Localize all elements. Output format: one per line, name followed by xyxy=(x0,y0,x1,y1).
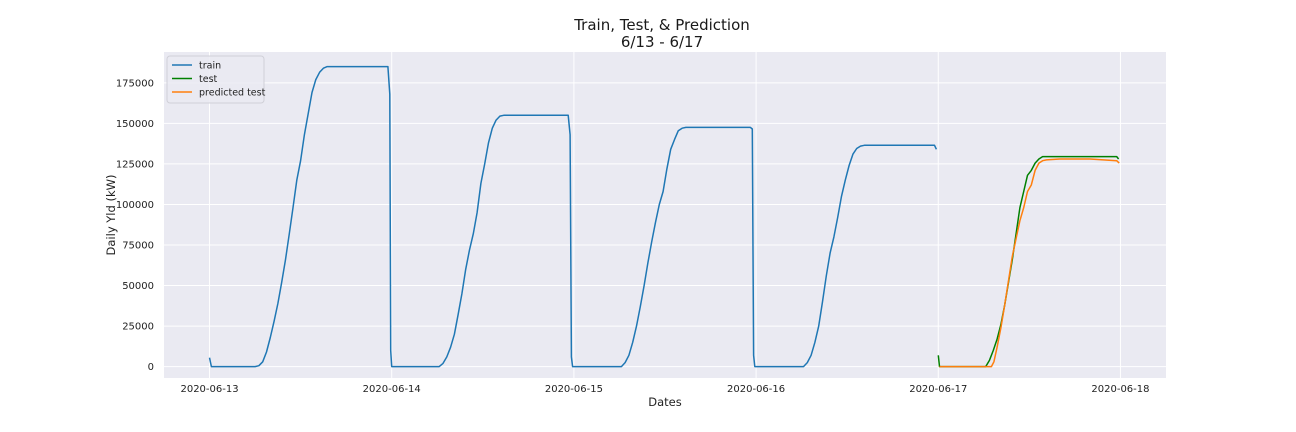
y-tick-label: 175000 xyxy=(116,78,154,89)
x-tick-label: 2020-06-14 xyxy=(363,384,421,395)
legend-label-test: test xyxy=(199,74,218,85)
x-tick-label: 2020-06-13 xyxy=(180,384,238,395)
x-tick-label: 2020-06-17 xyxy=(909,384,967,395)
x-tick-label: 2020-06-16 xyxy=(727,384,785,395)
series-line-train xyxy=(208,65,938,368)
x-tick-label: 2020-06-15 xyxy=(545,384,603,395)
legend-label-predicted-test: predicted test xyxy=(199,88,266,99)
series-line-predicted-test xyxy=(939,158,1120,368)
y-tick-label: 0 xyxy=(148,362,154,373)
chart-title: Train, Test, & Prediction xyxy=(573,16,750,34)
y-axis-label: Daily Yld (kW) xyxy=(104,175,118,256)
legend: train test predicted test xyxy=(166,55,266,104)
grid-lines xyxy=(164,52,1166,378)
y-tick-labels: 0 25000 50000 75000 100000 125000 150000 175000 xyxy=(116,78,154,373)
y-tick-label: 100000 xyxy=(116,200,154,211)
y-tick-label: 25000 xyxy=(122,322,154,333)
x-axis-label: Dates xyxy=(648,395,681,409)
series-lines xyxy=(208,65,1120,368)
legend-label-train: train xyxy=(199,61,221,72)
chart-subtitle: 6/13 - 6/17 xyxy=(621,33,703,51)
y-tick-label: 75000 xyxy=(122,241,154,252)
y-tick-label: 50000 xyxy=(122,281,154,292)
x-tick-labels: 2020-06-13 2020-06-14 2020-06-15 2020-06-16… xyxy=(180,384,1149,395)
x-tick-label: 2020-06-18 xyxy=(1091,384,1149,395)
y-tick-label: 150000 xyxy=(116,119,154,130)
y-tick-label: 125000 xyxy=(116,159,154,170)
plot-area xyxy=(164,52,1166,378)
series-line-test xyxy=(937,155,1120,368)
